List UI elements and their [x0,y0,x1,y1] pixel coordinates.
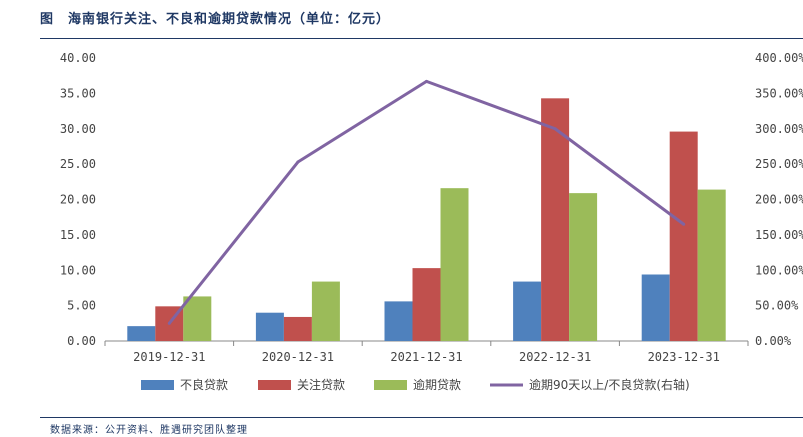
left-tick-label: 10.00 [60,263,96,277]
x-tick-label: 2023-12-31 [648,350,720,364]
left-tick-label: 25.00 [60,157,96,171]
left-tick-label: 30.00 [60,122,96,136]
line-point [553,127,557,131]
legend-label: 逾期贷款 [413,377,461,392]
right-tick-label: 400.00% [755,51,803,65]
left-tick-label: 40.00 [60,51,96,65]
bar [440,188,469,341]
combo-chart: 0.00 5.00 10.00 15.00 20.00 25.00 30.00 35.00 40… [60,51,803,392]
bar [669,131,698,341]
bar [183,296,212,341]
right-tick-label: 150.00% [755,228,803,242]
bar [311,281,340,341]
footer-divider [40,417,803,418]
x-axis-ticks: 2019-12-31 2020-12-31 2021-12-31 2022-12-31… [133,350,720,364]
x-tick-label: 2021-12-31 [390,350,462,364]
legend-swatch [258,380,291,390]
x-tick-label: 2019-12-31 [133,350,205,364]
bar [697,189,726,341]
legend-swatch [374,380,407,390]
left-tick-label: 5.00 [67,299,96,313]
left-axis-ticks: 0.00 5.00 10.00 15.00 20.00 25.00 30.00 35.00 40… [60,51,96,348]
legend-swatch [141,380,174,390]
bar [255,312,284,341]
x-tick-label: 2020-12-31 [262,350,334,364]
figure-title: 图 海南银行关注、不良和逾期贷款情况（单位：亿元） [40,12,391,27]
line-point [167,321,171,325]
bar [641,274,670,341]
right-tick-label: 350.00% [755,86,803,100]
right-axis-ticks: 0.00% 50.00% 100.00% 150.00% 200.00% 250.00% 3… [755,51,803,348]
right-tick-label: 300.00% [755,122,803,136]
left-tick-label: 0.00 [67,334,96,348]
chart-line [167,79,686,325]
bar [513,281,542,341]
title-divider [40,38,803,39]
bar [569,193,598,341]
chart-bars [127,98,726,341]
chart-axes [104,340,749,346]
bar [384,301,413,341]
right-tick-label: 0.00% [755,334,792,348]
line-point [425,79,428,83]
chart-legend: 不良贷款 关注贷款 逾期贷款 逾期90天以上/不良贷款(右轴) [141,377,690,392]
line-point [682,222,686,226]
legend-label: 不良贷款 [180,377,228,392]
right-tick-label: 50.00% [755,299,799,313]
bar [541,98,570,341]
line-point [296,160,300,164]
left-tick-label: 20.00 [60,193,96,207]
legend-label: 关注贷款 [297,377,345,392]
left-tick-label: 15.00 [60,228,96,242]
legend-label: 逾期90天以上/不良贷款(右轴) [529,377,690,392]
right-tick-label: 250.00% [755,157,803,171]
bar [283,316,312,341]
right-tick-label: 100.00% [755,263,803,277]
x-tick-label: 2022-12-31 [519,350,591,364]
bar [127,326,156,341]
left-tick-label: 35.00 [60,86,96,100]
source-note: 数据来源：公开资料、胜遇研究团队整理 [50,425,248,436]
bar [412,268,441,341]
right-tick-label: 200.00% [755,193,803,207]
